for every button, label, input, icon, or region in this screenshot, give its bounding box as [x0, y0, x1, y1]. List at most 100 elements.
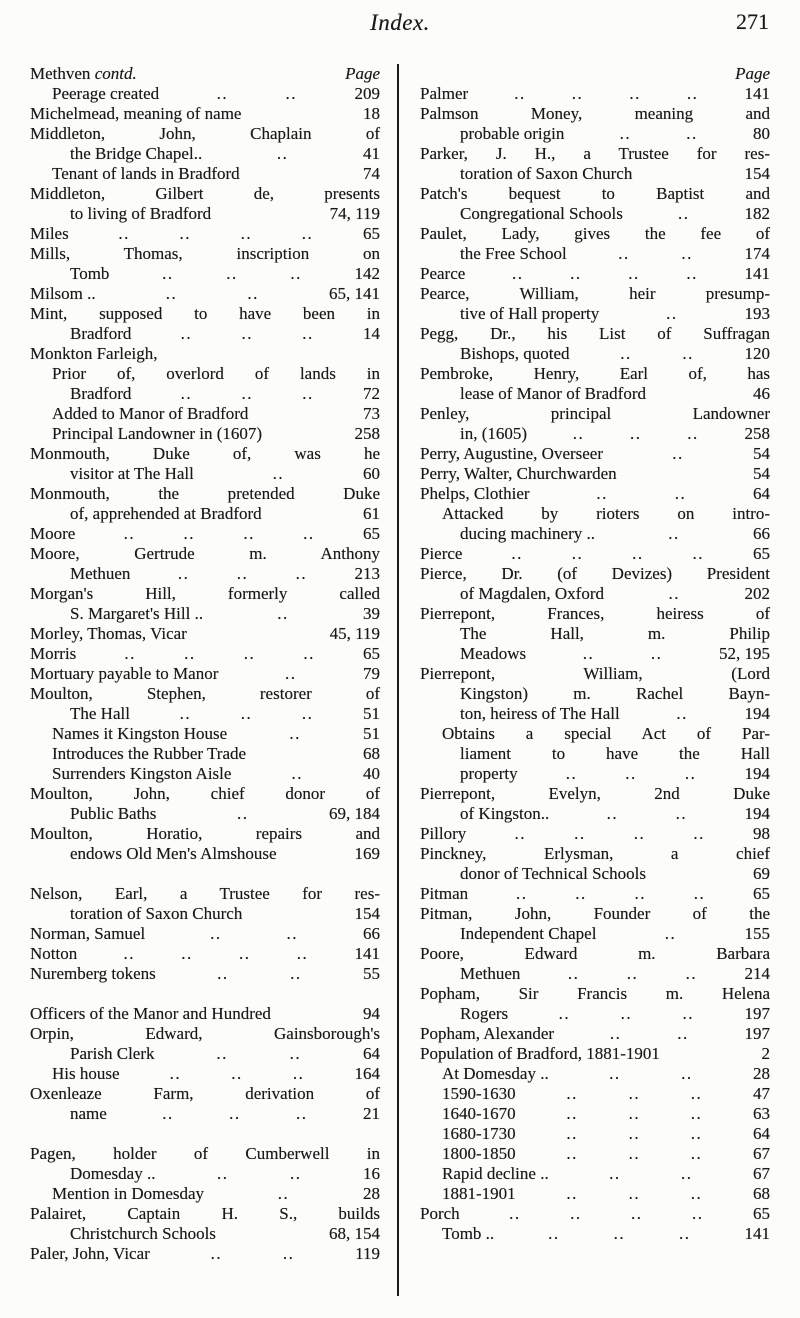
entry-text: Congregational Schools — [460, 204, 623, 223]
index-entry: Milsom ...... 65, 141 — [30, 284, 380, 304]
dot-leader: ........ — [77, 944, 354, 964]
dot-leader: ...... — [130, 564, 354, 584]
dot-leader: .... — [549, 1164, 753, 1184]
dot-leader: ........ — [460, 1204, 753, 1224]
entry-text: probable origin — [460, 124, 565, 143]
entry-page-number: 39 — [363, 604, 380, 623]
entry-page-number: 45, 119 — [329, 624, 380, 643]
index-entry: Mills, Thomas, inscription on — [30, 244, 380, 263]
dot-leader-group: .. — [693, 824, 705, 843]
index-entry: Pierrepont, Evelyn, 2nd Duke — [420, 784, 770, 803]
index-entry: Pierrepont, Frances, heiress of — [420, 604, 770, 623]
index-entry: Patch's bequest to Baptist and — [420, 184, 770, 203]
index-entry: Monmouth, the pretended Duke — [30, 484, 380, 503]
entry-text: Perry, Walter, Churchwarden — [420, 464, 617, 483]
entry-text: the Free School — [460, 244, 567, 263]
page-title: Index. — [370, 10, 430, 35]
dot-leader-group: .. — [628, 1084, 641, 1103]
index-entry: Poore, Edward m. Barbara — [420, 944, 770, 963]
entry-page-number: 41 — [363, 144, 380, 163]
dot-leader-group: .. — [685, 964, 698, 983]
index-entry: in, (1605)...... 258 — [420, 424, 770, 444]
entry-page-number: 65 — [363, 524, 380, 543]
index-entry: Pembroke, Henry, Earl of, has — [420, 364, 770, 383]
dot-leader-group: .. — [668, 584, 680, 603]
page-header: Index. 271 — [0, 0, 800, 64]
dot-leader: .. — [227, 724, 363, 744]
entry-page-number: 65 — [753, 1204, 770, 1223]
entry-text: Notton — [30, 944, 78, 963]
index-entry: visitor at The Hall.. 60 — [30, 464, 380, 484]
index-entry: Pegg, Dr., his List of Suffragan — [420, 324, 770, 343]
dot-leader-group: .. — [180, 384, 193, 403]
index-entry: Mention in Domesday.. 28 — [30, 1184, 380, 1204]
entry-text: ton, heiress of The Hall — [460, 704, 620, 723]
entry-text: property — [460, 764, 518, 783]
dot-leader-group: .. — [575, 884, 587, 903]
index-entry: Popham, Sir Francis m. Helena — [420, 984, 770, 1003]
dot-leader: .... — [530, 484, 753, 504]
dot-leader: ........ — [468, 884, 753, 904]
index-entry: Pitman........ 65 — [420, 884, 770, 904]
dot-leader-group: .. — [183, 524, 195, 543]
entry-page-number: 79 — [363, 664, 380, 683]
dot-leader-group: .. — [629, 84, 641, 103]
entry-page-number: 74 — [363, 164, 380, 183]
index-entry: Notton........ 141 — [30, 944, 380, 964]
dot-leader-group: .. — [284, 664, 297, 683]
dot-leader-group: .. — [277, 1184, 290, 1203]
dot-leader-group: .. — [162, 1104, 174, 1123]
index-entry: Monkton Farleigh, — [30, 344, 380, 364]
index-entry: of Kingston...... 194 — [420, 804, 770, 824]
dot-leader-group: .. — [231, 1064, 243, 1083]
index-entry: Public Baths.. 69, 184 — [30, 804, 380, 824]
entry-page-number: 66 — [753, 524, 770, 543]
dot-leader: .. — [604, 584, 745, 604]
entry-page-number: 142 — [354, 264, 381, 283]
entry-page-number: 2 — [761, 1044, 771, 1063]
dot-leader-group: .. — [303, 644, 315, 663]
index-entry: Parish Clerk.... 64 — [30, 1044, 380, 1064]
entry-text: Pierce — [420, 544, 463, 563]
entry-page-number: 54 — [753, 444, 770, 463]
entry-text: Added to Manor of Bradford — [52, 404, 249, 423]
index-entry: Christchurch Schools 68, 154 — [30, 1224, 380, 1244]
dot-leader-group: .. — [290, 964, 302, 983]
index-entry: lease of Manor of Bradford 46 — [420, 384, 770, 404]
dot-leader-group: .. — [674, 484, 687, 503]
entry-page-number: 98 — [753, 824, 770, 843]
dot-leader-group: .. — [566, 1084, 578, 1103]
entry-page-number: 60 — [363, 464, 380, 483]
entry-text: Tomb .. — [442, 1224, 495, 1243]
dot-leader: .. — [596, 924, 744, 944]
entry-text: Moore — [30, 524, 76, 543]
dot-leader-group: .. — [179, 704, 192, 723]
index-entry: Perry, Walter, Churchwarden 54 — [420, 464, 770, 484]
dot-leader-group: .. — [672, 444, 684, 463]
dot-leader-group: .. — [558, 1004, 571, 1023]
dot-leader-group: .. — [124, 644, 136, 663]
entry-text: Rogers — [460, 1004, 509, 1023]
dot-leader-group: .. — [295, 564, 308, 583]
dot-leader-group: .. — [285, 84, 298, 103]
index-entry: Oxenleaze Farm, derivation of — [30, 1084, 380, 1103]
entry-page-number: 155 — [744, 924, 771, 943]
dot-leader-group: .. — [165, 284, 178, 303]
entry-page-number: 21 — [363, 1104, 380, 1123]
dot-leader-group: .. — [628, 1144, 641, 1163]
index-entry: Pagen, holder of Cumberwell in — [30, 1144, 380, 1163]
entry-text: Tenant of lands in Bradford — [52, 164, 240, 183]
entry-page-number: 65 — [753, 884, 770, 903]
index-column-right: Page Palmer........ 141 Palmson Money, mean… — [420, 64, 770, 1244]
index-entry: to living of Bradford 74, 119 — [30, 204, 380, 224]
dot-leader: ...... — [131, 324, 363, 344]
entry-page-number: 74, 119 — [329, 204, 380, 223]
index-entry: Bradford...... 72 — [30, 384, 380, 404]
entry-text: Pillory — [420, 824, 467, 843]
index-heading-row: Page — [420, 64, 770, 84]
entry-text: Monkton Farleigh, — [30, 344, 158, 363]
dot-leader: .. — [623, 204, 745, 224]
index-entry: Independent Chapel.. 155 — [420, 924, 770, 944]
dot-leader-group: .. — [681, 244, 693, 263]
index-entry: ducing machinery .... 66 — [420, 524, 770, 544]
